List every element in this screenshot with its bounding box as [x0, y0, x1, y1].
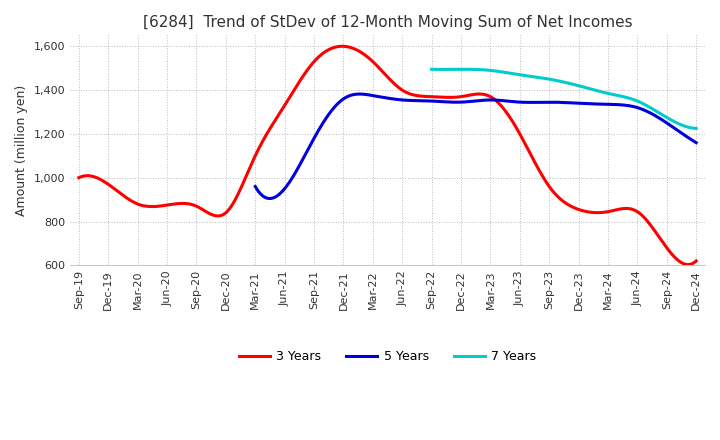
Title: [6284]  Trend of StDev of 12-Month Moving Sum of Net Incomes: [6284] Trend of StDev of 12-Month Moving… [143, 15, 632, 30]
7 Years [590, 88, 599, 93]
7 Years [427, 66, 436, 72]
7 Years [692, 126, 701, 131]
3 Years [339, 44, 348, 49]
5 Years [251, 184, 259, 189]
7 Years [428, 67, 437, 72]
3 Years [636, 211, 644, 216]
7 Years [460, 66, 469, 72]
3 Years [454, 94, 463, 99]
3 Years [75, 175, 84, 180]
Line: 3 Years: 3 Years [79, 46, 696, 264]
3 Years [683, 262, 692, 267]
3 Years [444, 95, 453, 100]
Legend: 3 Years, 5 Years, 7 Years: 3 Years, 5 Years, 7 Years [234, 345, 541, 368]
5 Years [253, 186, 261, 191]
7 Years [585, 86, 594, 92]
5 Years [516, 99, 525, 105]
5 Years [523, 100, 532, 105]
3 Years [442, 95, 451, 100]
3 Years [76, 174, 85, 180]
7 Years [585, 86, 593, 91]
Y-axis label: Amount (million yen): Amount (million yen) [15, 85, 28, 216]
3 Years [692, 258, 701, 264]
5 Years [266, 196, 274, 201]
Line: 7 Years: 7 Years [431, 69, 696, 128]
5 Years [654, 114, 662, 120]
Line: 5 Years: 5 Years [255, 94, 696, 198]
7 Years [651, 108, 660, 113]
7 Years [668, 118, 677, 123]
5 Years [356, 92, 364, 97]
3 Years [597, 210, 606, 215]
5 Years [515, 99, 523, 105]
5 Years [626, 103, 634, 109]
5 Years [692, 140, 701, 145]
